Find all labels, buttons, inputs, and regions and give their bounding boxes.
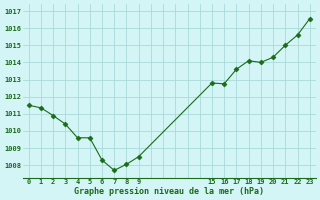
X-axis label: Graphe pression niveau de la mer (hPa): Graphe pression niveau de la mer (hPa) [74,187,264,196]
